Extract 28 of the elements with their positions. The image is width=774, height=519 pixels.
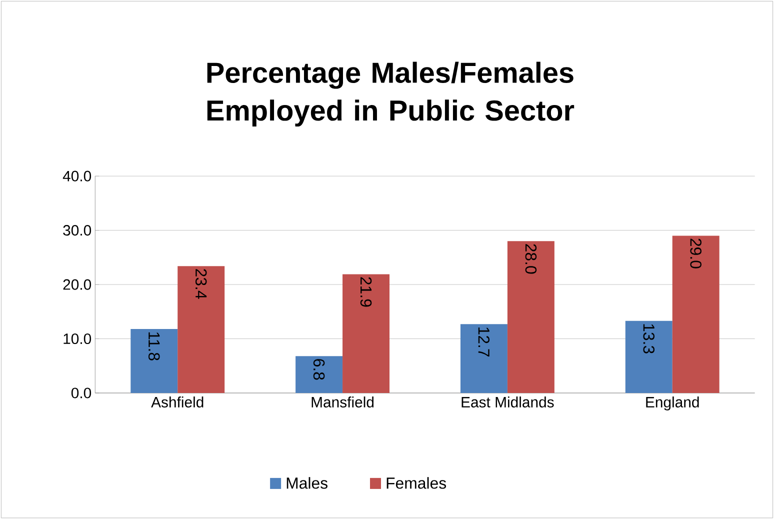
data-label: 23.4 xyxy=(195,269,207,299)
x-tick-label: East Midlands xyxy=(462,396,554,408)
data-label: 28.0 xyxy=(525,244,537,274)
bar xyxy=(625,320,672,393)
bar xyxy=(296,356,343,393)
data-label: 11.8 xyxy=(148,332,160,360)
bar xyxy=(178,266,225,393)
data-label: 13.3 xyxy=(643,324,655,354)
y-tick-label: 0.0 xyxy=(71,388,92,398)
x-tick-label: Ashfield xyxy=(151,396,204,408)
bar xyxy=(130,328,178,393)
y-tick-label: 20.0 xyxy=(63,279,92,290)
data-label: 12.7 xyxy=(478,327,490,356)
legend-label: Females xyxy=(386,477,446,489)
bar xyxy=(672,236,720,393)
y-tick-label: 10.0 xyxy=(64,333,92,344)
x-tick-label: England xyxy=(646,396,699,410)
chart-title: Percentage Males/Females Employed in Public Sector xyxy=(207,62,574,126)
data-label: 6.8 xyxy=(313,359,325,380)
bar xyxy=(460,324,508,393)
x-tick-label: Mansfield xyxy=(312,396,374,408)
data-label: 29.0 xyxy=(690,238,702,268)
legend-label: Males xyxy=(286,477,328,489)
data-label: 21.9 xyxy=(360,277,372,307)
y-tick-label: 30.0 xyxy=(63,224,92,236)
bar xyxy=(342,274,390,393)
y-tick-label: 40.0 xyxy=(62,170,92,182)
bar xyxy=(507,241,554,393)
